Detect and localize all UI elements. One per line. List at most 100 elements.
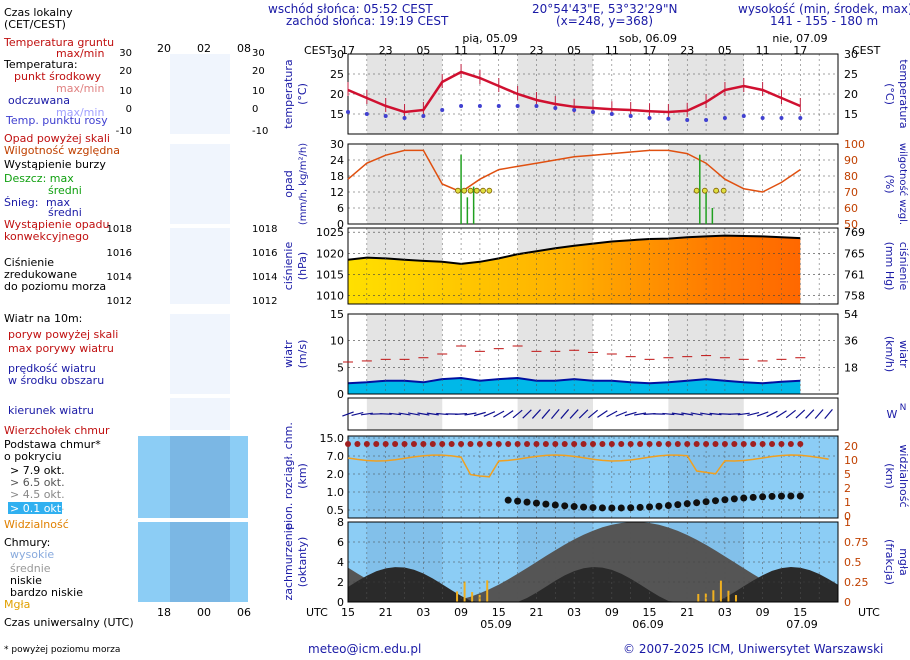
cloud-base-axis-unit: (km): [296, 463, 309, 489]
cloud-top-dot: [505, 441, 511, 447]
dew-point-dot: [610, 112, 614, 116]
cloud-base-dot: [542, 501, 549, 508]
storm-dot: [462, 188, 467, 193]
cloud-base-dot: [797, 493, 804, 500]
tz-local-right: CEST: [852, 44, 881, 57]
legend-night: [170, 314, 230, 394]
temp-tick-right: 20: [844, 88, 858, 101]
fog-bar: [712, 590, 714, 602]
cloud-base-dot: [552, 502, 559, 509]
fog-bar: [705, 593, 707, 602]
dew-point-dot: [459, 104, 463, 108]
compass-w: W: [887, 408, 898, 421]
humidity-axis-title: wilgotność wzgl.: [897, 143, 909, 225]
humidity-tick: 100: [844, 138, 865, 151]
pressure-mm-title: ciśnienie: [897, 242, 910, 291]
utc-hour-tick: 21: [680, 606, 694, 619]
pressure-mm-tick: 769: [844, 226, 865, 239]
day-label: nie, 07.09: [772, 32, 827, 45]
local-hour-tick: 05: [567, 44, 581, 57]
fog-tick: 0.5: [844, 556, 862, 569]
legend-utc-tick: 18: [157, 606, 171, 619]
day-label: pią, 05.09: [462, 32, 517, 45]
cloud-top-dot: [628, 441, 634, 447]
dew-point-dot: [516, 104, 520, 108]
temp-axis-title-right: temperatura: [897, 59, 910, 128]
pressure-tick: 1015: [316, 268, 344, 281]
pressure-mm-unit: (mm Hg): [883, 242, 896, 291]
cloud-base-dot: [778, 493, 785, 500]
fog-axis-title: mgła: [897, 548, 910, 576]
fog-bar: [735, 595, 737, 602]
cover-axis-unit: (oktanty): [296, 537, 309, 588]
cloud-top-dot: [609, 441, 615, 447]
legend-text: Wystąpienie burzy: [4, 158, 106, 171]
precip-tick: 30: [330, 138, 344, 151]
mini-temp-tick: 0: [126, 104, 132, 115]
humidity-axis-unit: (%): [883, 174, 896, 193]
cloud-top-dot: [468, 441, 474, 447]
wind-kmh-title: wiatr: [897, 340, 910, 368]
temp-axis-title: temperatura: [282, 59, 295, 128]
visibility-axis-unit: (km): [883, 463, 896, 489]
visibility-tick: 1: [844, 496, 851, 509]
cloud-top-dot: [562, 441, 568, 447]
mini-pressure-tick: 1016: [107, 248, 132, 259]
wind-tick: 10: [330, 335, 344, 348]
dew-point-dot: [779, 116, 783, 120]
utc-hour-tick: 03: [416, 606, 430, 619]
cloud-top-dot: [402, 441, 408, 447]
legend-text: Wilgotność względna: [4, 144, 120, 157]
cloud-top-dot: [543, 441, 549, 447]
storm-dot: [487, 188, 492, 193]
cloud-base-tick: 2.0: [327, 468, 345, 481]
mini-temp-tick-right: 20: [252, 66, 265, 77]
wind-kmh-tick: 18: [844, 361, 858, 374]
cloud-base-dot: [580, 504, 587, 511]
cloud-top-dot: [515, 441, 521, 447]
dew-point-dot: [421, 114, 425, 118]
dew-point-dot: [591, 110, 595, 114]
precip-tick: 6: [337, 202, 344, 215]
cloud-base-dot: [740, 495, 747, 502]
dew-point-dot: [478, 104, 482, 108]
cloud-base-dot: [712, 497, 719, 504]
local-hour-tick: 17: [793, 44, 807, 57]
contact-email[interactable]: meteo@icm.edu.pl: [308, 642, 421, 656]
legend-night: [170, 228, 230, 304]
tz-local-left: CEST: [304, 44, 333, 57]
footnote: * powyżej poziomu morza: [4, 645, 120, 655]
legend-text: Mgła: [4, 598, 30, 611]
dew-point-dot: [648, 116, 652, 120]
cloud-base-dot: [618, 504, 625, 511]
cloud-base-dot: [514, 498, 521, 505]
cloud-top-dot: [411, 441, 417, 447]
cloud-top-dot: [373, 441, 379, 447]
fog-bar: [456, 591, 458, 602]
cover-tick: 2: [337, 576, 344, 589]
fog-bar: [720, 581, 722, 602]
cloud-base-tick: 15.0: [320, 432, 345, 445]
storm-dot: [455, 188, 460, 193]
pressure-tick: 1025: [316, 226, 344, 239]
dew-point-dot: [666, 117, 670, 121]
legend-text: wysokie: [10, 548, 54, 561]
dew-point-dot: [761, 116, 765, 120]
humidity-tick: 90: [844, 154, 858, 167]
cloud-top-dot: [496, 441, 502, 447]
legend-utc-tick: 06: [237, 606, 251, 619]
utc-hour-tick: 03: [567, 606, 581, 619]
cloud-base-dot: [505, 497, 512, 504]
cloud-top-dot: [486, 441, 492, 447]
cloud-top-dot: [590, 441, 596, 447]
mini-pressure-tick: 1012: [107, 296, 132, 307]
pressure-mm-tick: 758: [844, 290, 865, 303]
temp-tick-left: 20: [330, 88, 344, 101]
temp-tick-right: 15: [844, 108, 858, 121]
dew-point-dot: [553, 106, 557, 110]
dew-point-dot: [534, 104, 538, 108]
cloud-base-dot: [787, 493, 794, 500]
utc-date-label: 06.09: [632, 618, 664, 631]
cloud-base-dot: [703, 498, 710, 505]
cloud-top-dot: [741, 441, 747, 447]
